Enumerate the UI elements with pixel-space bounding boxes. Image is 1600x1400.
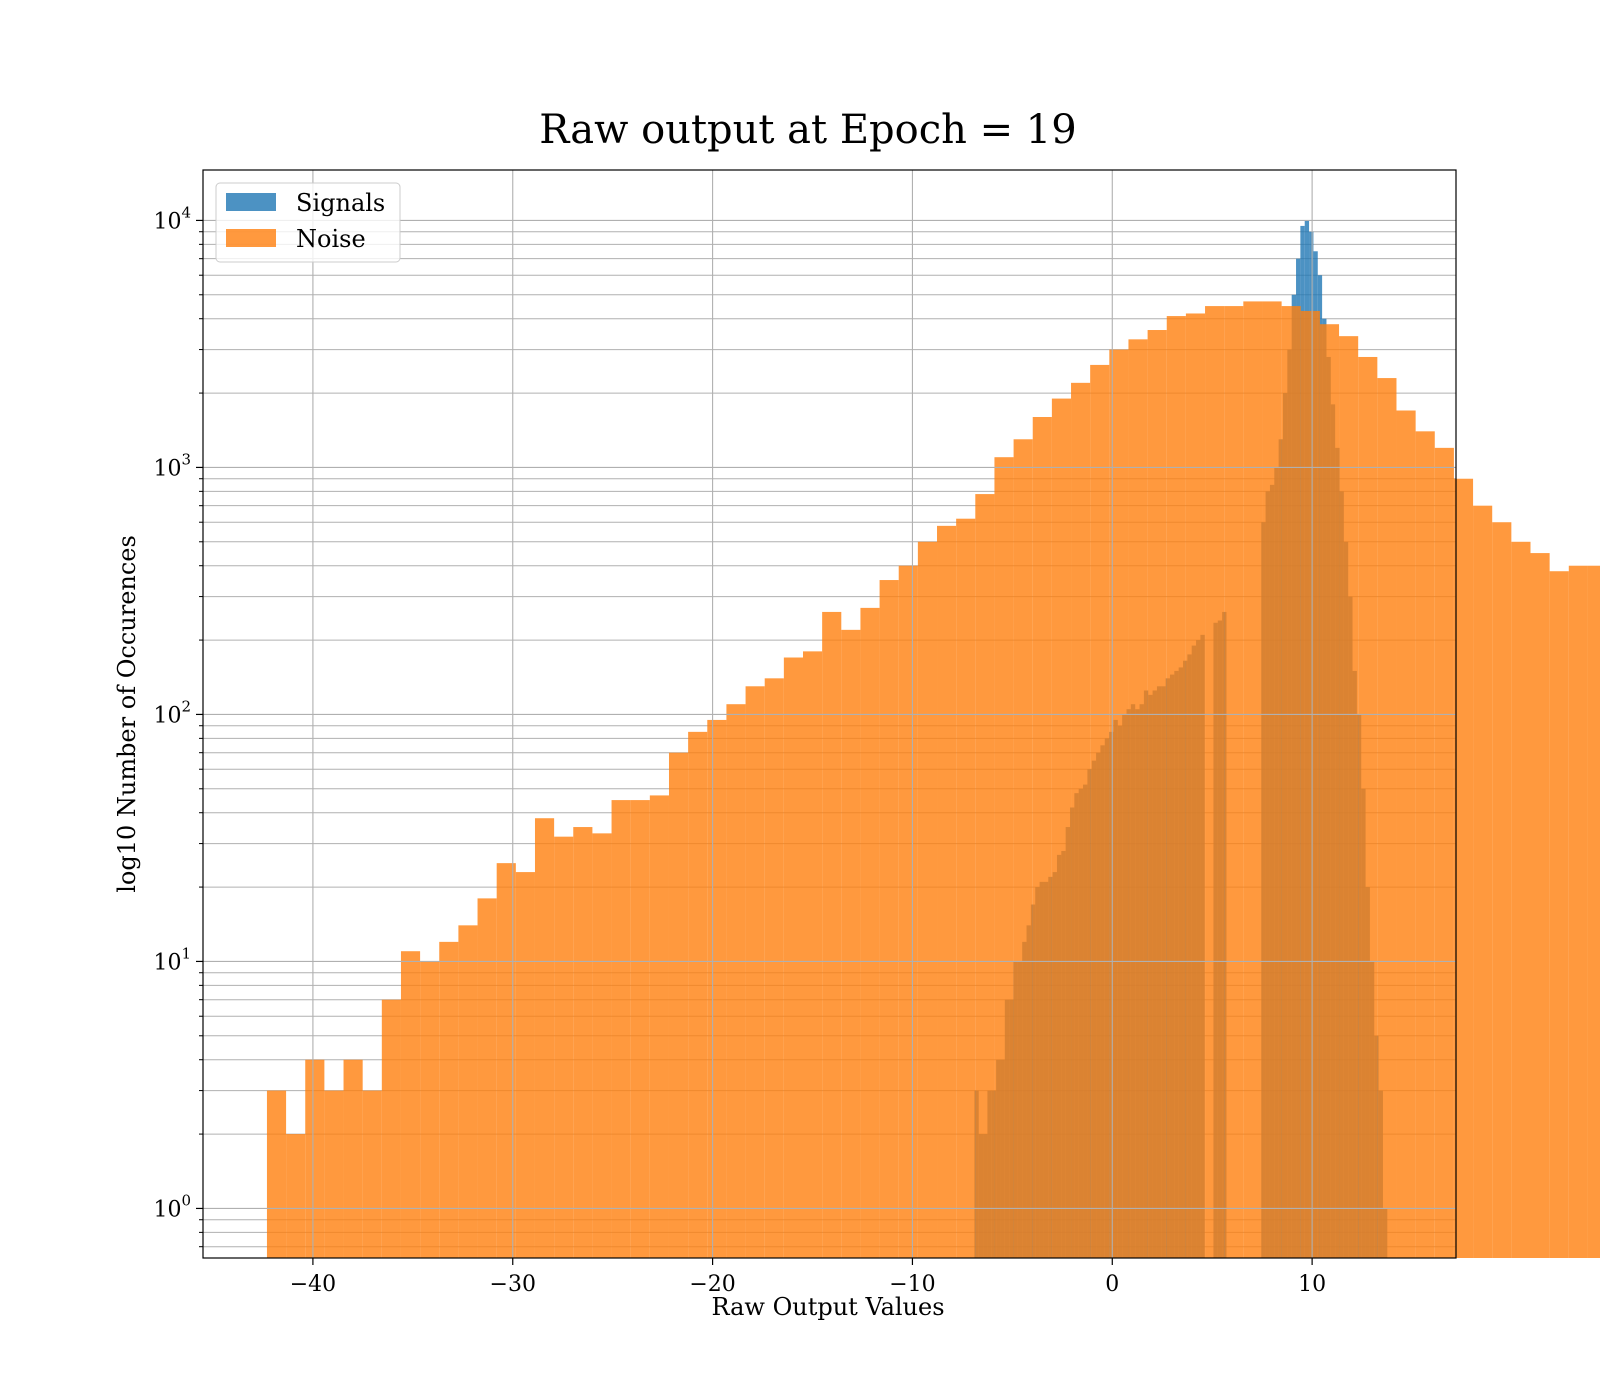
bar-noise — [362, 1090, 382, 1258]
bar-noise — [649, 795, 669, 1258]
bar-noise — [1300, 310, 1320, 1258]
bar-noise — [592, 833, 612, 1258]
bar-noise — [707, 719, 727, 1258]
bars — [266, 220, 1600, 1259]
bar-noise — [1396, 410, 1416, 1258]
bar-noise — [1434, 447, 1454, 1258]
bar-noise — [286, 1134, 306, 1258]
bar-noise — [343, 1059, 363, 1258]
bar-noise — [477, 898, 497, 1258]
bar-noise — [1224, 306, 1244, 1259]
bar-noise — [1051, 398, 1072, 1258]
bar-noise — [458, 925, 478, 1258]
bar-noise — [879, 580, 899, 1258]
bar-noise — [439, 941, 459, 1258]
bar-noise — [688, 731, 708, 1258]
bar-noise — [534, 818, 555, 1258]
y-tick-label: 103 — [153, 450, 191, 481]
bar-noise — [305, 1059, 325, 1258]
x-tick-label: −40 — [290, 1272, 336, 1297]
bar-noise — [1453, 478, 1474, 1259]
bar-noise — [1473, 505, 1493, 1258]
bar-noise — [956, 518, 976, 1258]
bar-noise — [1587, 565, 1600, 1258]
bar-noise — [937, 525, 957, 1258]
bar-noise — [783, 657, 803, 1258]
legend-label-noise: Noise — [296, 225, 366, 253]
bar-noise — [745, 686, 765, 1258]
y-axis-label: log10 Number of Occurences — [113, 535, 141, 893]
x-axis-label: Raw Output Values — [711, 1293, 944, 1321]
x-axis-ticks: −40 −30 −20 −10 0 10 — [290, 1258, 1326, 1297]
bar-noise — [726, 704, 746, 1258]
bar-noise — [1339, 336, 1359, 1258]
bar-noise — [1013, 439, 1033, 1258]
bar-noise — [1128, 339, 1148, 1259]
chart-title: Raw output at Epoch = 19 — [539, 107, 1076, 153]
bar-noise — [1568, 565, 1588, 1258]
bar-noise — [573, 827, 593, 1258]
bar-noise — [1109, 349, 1129, 1258]
y-tick-label: 104 — [153, 203, 191, 234]
bar-noise — [515, 872, 535, 1258]
bar-noise — [630, 800, 650, 1258]
bar-noise — [898, 565, 918, 1258]
bar-noise — [1319, 324, 1340, 1259]
bar-noise — [1358, 356, 1378, 1259]
bar-noise — [1185, 313, 1206, 1259]
bar-noise — [611, 800, 631, 1258]
bar-noise — [1415, 431, 1435, 1259]
bar-noise — [1530, 553, 1550, 1258]
legend-swatch-signals — [226, 193, 276, 211]
bar-noise — [1492, 522, 1512, 1258]
y-tick-label: 102 — [153, 697, 191, 728]
bar-noise — [1549, 571, 1569, 1258]
bar-noise — [1147, 330, 1167, 1258]
bar-noise — [554, 836, 574, 1258]
bar-noise — [860, 607, 880, 1258]
bar-noise — [822, 611, 842, 1258]
bar-noise — [1032, 417, 1052, 1258]
bar-noise — [1205, 306, 1225, 1259]
bar-noise — [1243, 301, 1263, 1258]
bar-noise — [381, 999, 401, 1258]
bar-noise — [668, 752, 689, 1258]
bar-noise — [1281, 306, 1301, 1259]
bar-noise — [1166, 316, 1186, 1258]
bar-noise — [400, 951, 421, 1258]
x-tick-label: −10 — [889, 1272, 935, 1297]
bar-noise — [324, 1090, 344, 1258]
major-grid — [203, 170, 1456, 1258]
bar-noise — [1071, 382, 1091, 1259]
bar-noise — [917, 541, 938, 1258]
y-tick-label: 101 — [153, 944, 191, 975]
bar-noise — [266, 1090, 287, 1258]
bar-noise — [1262, 301, 1282, 1258]
bar-noise — [1377, 378, 1397, 1258]
bar-noise — [1511, 541, 1531, 1258]
bar-noise — [764, 678, 784, 1258]
legend-swatch-noise — [226, 229, 276, 247]
series-noise — [266, 301, 1600, 1259]
bar-noise — [803, 651, 823, 1258]
bar-noise — [975, 494, 995, 1259]
bar-noise — [841, 629, 861, 1258]
x-tick-label: −30 — [490, 1272, 536, 1297]
bar-noise — [420, 961, 440, 1258]
x-tick-label: 0 — [1105, 1272, 1119, 1297]
y-tick-label: 100 — [153, 1191, 191, 1222]
bar-noise — [994, 457, 1014, 1258]
x-tick-label: 10 — [1298, 1272, 1326, 1297]
y-axis-ticks: 100 101 102 103 104 — [153, 203, 203, 1248]
legend-label-signals: Signals — [296, 189, 385, 217]
legend: Signals Noise — [215, 182, 401, 263]
x-tick-label: −20 — [689, 1272, 735, 1297]
bar-noise — [1090, 364, 1110, 1258]
